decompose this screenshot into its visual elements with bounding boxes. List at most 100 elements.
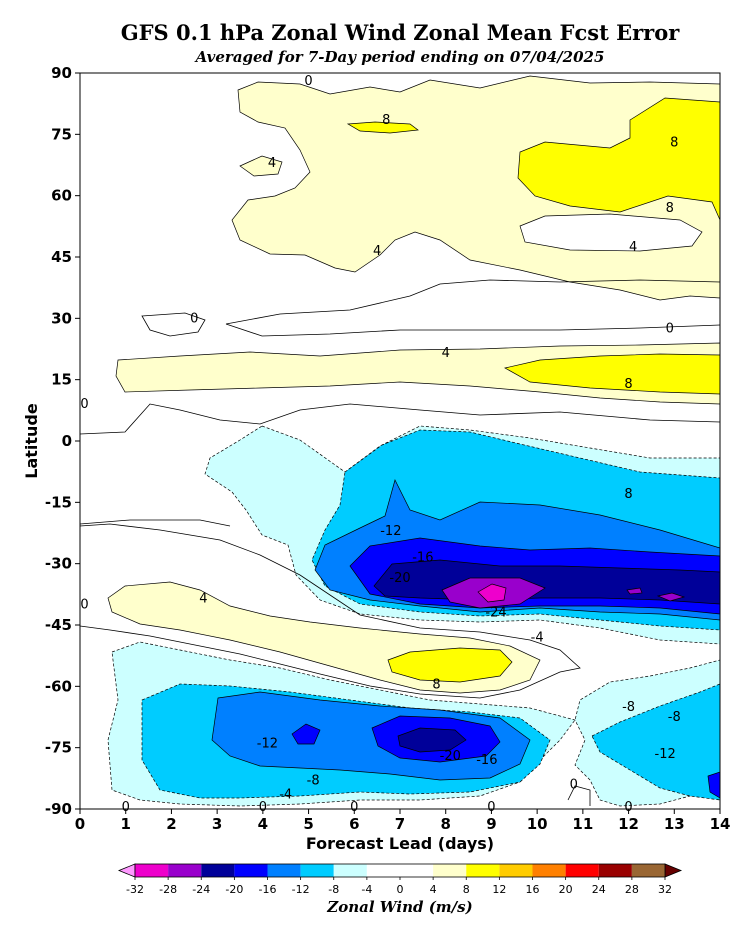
contour-label: -24	[485, 606, 506, 621]
contour-label: 0	[80, 598, 88, 613]
colorbar-swatch	[499, 864, 533, 877]
colorbar-swatch	[433, 864, 467, 877]
region-sh-neg-small-1	[626, 587, 643, 595]
contour-label: -20	[440, 749, 461, 764]
colorbar-tick-label: -32	[126, 883, 144, 896]
region-nh-8-small	[346, 121, 419, 134]
contour-label: 0	[122, 800, 130, 815]
region-sp-neg-8-12-east	[591, 683, 720, 801]
region-sh-neg-small-2	[656, 592, 686, 602]
contour-label: 4	[268, 156, 276, 171]
contour-label: -4	[531, 630, 544, 645]
contour-sh-zero-b	[80, 519, 231, 527]
contour-label: 8	[432, 677, 440, 692]
colorbar-swatch	[631, 864, 665, 877]
colorbar-swatch	[532, 864, 566, 877]
colorbar-tick-label: -16	[259, 883, 277, 896]
contour-label: 4	[199, 591, 207, 606]
colorbar-tick-label: 16	[526, 883, 540, 896]
x-tick-label: 12	[618, 815, 639, 833]
colorbar-tick-label: -4	[361, 883, 372, 896]
colorbar-tick-label: 20	[559, 883, 573, 896]
contour-label: 8	[624, 487, 632, 502]
x-tick-label: 9	[486, 815, 496, 833]
colorbar-tick-label: 0	[397, 883, 404, 896]
x-tick-label: 5	[303, 815, 313, 833]
y-tick-label: -45	[45, 616, 72, 634]
contour-sh-zero-a	[80, 523, 581, 699]
colorbar-swatch	[466, 864, 500, 877]
colorbar-tick-label: 28	[625, 883, 639, 896]
region-sp-neg-16-20-east	[707, 771, 720, 799]
x-tick-label: 14	[710, 815, 731, 833]
colorbar-tick-label: -20	[225, 883, 243, 896]
colorbar-swatch	[201, 864, 235, 877]
region-sh-pos-8-12	[387, 647, 513, 683]
contour-label: 0	[304, 74, 312, 89]
contour-label: -16	[476, 753, 497, 768]
colorbar-swatch	[267, 864, 301, 877]
contour-label: 4	[442, 346, 450, 361]
colorbar-tick-label: 4	[430, 883, 437, 896]
colorbar-tick-label: -12	[292, 883, 310, 896]
colorbar-tick-label: -24	[192, 883, 210, 896]
contour-label: 0	[487, 800, 495, 815]
colorbar-over-arrow	[664, 863, 683, 878]
colorbar-swatch	[565, 864, 599, 877]
colorbar-swatch	[400, 864, 434, 877]
x-tick-label: 2	[166, 815, 176, 833]
x-axis-label: Forecast Lead (days)	[306, 834, 494, 853]
contour-label: 8	[382, 113, 390, 128]
region-sp-neg-16-20-west	[291, 723, 321, 745]
x-tick-label: 0	[75, 815, 85, 833]
colorbar-swatch	[135, 864, 169, 877]
contour-label: -8	[622, 700, 635, 715]
x-tick-label: 11	[572, 815, 593, 833]
y-tick-label: -75	[45, 739, 72, 757]
y-axis-label: Latitude	[22, 403, 41, 479]
y-tick-label: -15	[45, 493, 72, 511]
y-tick-label: 45	[51, 248, 72, 266]
y-tick-label: 90	[51, 64, 72, 82]
colorbar-swatch	[234, 864, 268, 877]
contour-zero-2	[225, 279, 720, 325]
contour-label: -12	[655, 747, 676, 762]
contour-label: 0	[350, 800, 358, 815]
region-nh-hole	[519, 213, 703, 252]
contour-label: 8	[624, 377, 632, 392]
colorbar-tick-label: -28	[159, 883, 177, 896]
region-sp-neg-20-24	[397, 727, 467, 753]
colorbar-swatch	[598, 864, 632, 877]
colorbar-tick-label: 12	[492, 883, 506, 896]
contour-label: -4	[279, 788, 292, 803]
contour-label: 0	[666, 322, 674, 337]
contour-label: 0	[259, 800, 267, 815]
y-tick-label: -90	[45, 800, 72, 818]
region-sh-neg-pink	[477, 583, 507, 603]
region-nh-8-12	[517, 97, 720, 221]
contour-label: -16	[412, 551, 433, 566]
contour-label: 4	[373, 244, 381, 259]
x-tick-label: 10	[527, 815, 548, 833]
x-tick-label: 13	[664, 815, 685, 833]
colorbar-title: Zonal Wind (m/s)	[326, 898, 472, 916]
x-tick-label: 1	[120, 815, 130, 833]
x-tick-label: 8	[440, 815, 450, 833]
contour-label: -12	[257, 737, 278, 752]
colorbar-tick-label: -8	[328, 883, 339, 896]
contour-zero-4	[80, 403, 720, 435]
contour-label: 0	[190, 311, 198, 326]
colorbar: -32 -28 -24 -20 -16 -12 -8 -4 0 4 8 12 16 20 24 28 32	[117, 863, 683, 896]
chart-title: GFS 0.1 hPa Zonal Wind Zonal Mean Fcst E…	[120, 20, 680, 45]
axes: 0 1 2 3 4 5 6 7 8 9 10 11 12 13 149075604530150-15-30-…	[45, 64, 731, 833]
colorbar-under-arrow	[117, 863, 136, 878]
region-nh-4-small	[239, 155, 283, 177]
y-tick-label: 15	[51, 371, 72, 389]
contour-zero-1	[141, 312, 206, 337]
x-tick-label: 3	[212, 815, 222, 833]
contour-zero-3	[225, 323, 720, 337]
y-tick-label: -60	[45, 677, 72, 695]
contour-labels: 8488440048008-12-16-20-24-4408-8-8-12-20…	[80, 74, 680, 815]
colorbar-swatch	[366, 864, 400, 877]
